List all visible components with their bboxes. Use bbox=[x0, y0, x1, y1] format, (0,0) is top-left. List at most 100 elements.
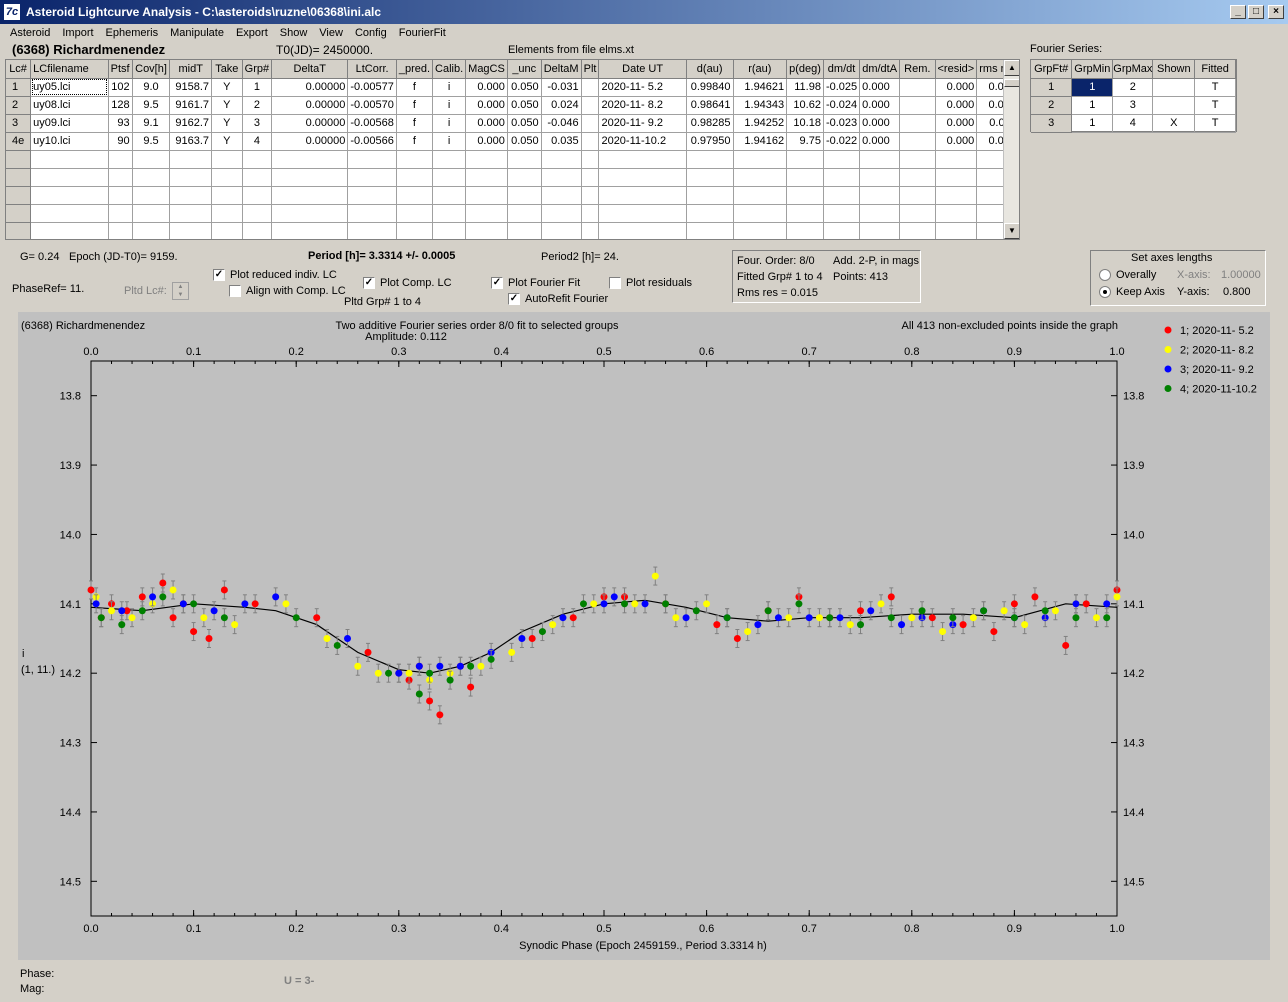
table-cell[interactable]: i bbox=[432, 96, 467, 115]
row-header[interactable] bbox=[6, 168, 32, 187]
table-cell[interactable] bbox=[30, 168, 109, 187]
table-cell[interactable]: 10.62 bbox=[786, 96, 824, 115]
table-cell[interactable]: 0.024 bbox=[541, 96, 582, 115]
table-cell[interactable]: i bbox=[432, 78, 467, 97]
table-row[interactable]: 3 uy09.lci 93 9.1 9162.7 Y 3 0.00000 -0.00568 f i 0… bbox=[6, 114, 1019, 133]
table-cell[interactable] bbox=[686, 168, 734, 187]
fourier-row-header[interactable]: 2 bbox=[1031, 96, 1073, 115]
column-header[interactable]: Date UT bbox=[598, 60, 687, 79]
table-cell[interactable] bbox=[581, 132, 600, 151]
table-cell[interactable] bbox=[465, 168, 508, 187]
row-header[interactable]: 2 bbox=[6, 96, 32, 115]
table-cell[interactable] bbox=[242, 150, 273, 169]
table-cell[interactable] bbox=[733, 168, 788, 187]
keep-axis-radio[interactable]: Keep Axis bbox=[1099, 286, 1165, 299]
table-cell[interactable]: 0.050 bbox=[507, 78, 542, 97]
lightcurve-table[interactable]: Lc# LCfilename Ptsf Cov[h] midT Take Grp# Delta… bbox=[5, 59, 1020, 240]
table-cell[interactable] bbox=[935, 222, 978, 239]
column-header[interactable]: p(deg) bbox=[786, 60, 824, 79]
table-cell[interactable] bbox=[859, 222, 901, 239]
table-cell[interactable]: 0.000 bbox=[465, 96, 508, 115]
row-header[interactable] bbox=[6, 204, 32, 223]
table-cell[interactable] bbox=[211, 204, 243, 223]
table-cell[interactable]: 0.00000 bbox=[271, 78, 349, 97]
table-cell[interactable] bbox=[935, 204, 978, 223]
table-cell[interactable]: 93 bbox=[108, 114, 133, 133]
table-row[interactable] bbox=[6, 222, 1019, 239]
table-cell[interactable] bbox=[396, 204, 434, 223]
table-cell[interactable]: 0.00000 bbox=[271, 114, 349, 133]
overally-radio[interactable]: Overally bbox=[1099, 269, 1156, 282]
table-cell[interactable] bbox=[581, 204, 600, 223]
table-cell[interactable] bbox=[581, 222, 600, 239]
table-cell[interactable]: 9162.7 bbox=[169, 114, 212, 133]
table-cell[interactable]: f bbox=[396, 96, 434, 115]
table-cell[interactable]: 9163.7 bbox=[169, 132, 212, 151]
fourier-row-header[interactable]: 1 bbox=[1031, 78, 1073, 97]
column-header[interactable]: Lc# bbox=[6, 60, 32, 79]
table-cell[interactable] bbox=[686, 222, 734, 239]
table-cell[interactable]: 9.5 bbox=[132, 132, 171, 151]
table-cell[interactable] bbox=[899, 186, 936, 205]
checkbox-checked-icon[interactable]: ✓ bbox=[213, 269, 225, 282]
table-cell[interactable] bbox=[786, 168, 824, 187]
fourier-column-header[interactable]: Fitted bbox=[1194, 60, 1236, 79]
table-cell[interactable] bbox=[899, 132, 936, 151]
table-cell[interactable] bbox=[108, 168, 133, 187]
fourier-cell[interactable]: 1 bbox=[1071, 96, 1114, 115]
table-cell[interactable] bbox=[823, 150, 861, 169]
table-cell[interactable]: -0.025 bbox=[823, 78, 861, 97]
table-cell[interactable]: 11.98 bbox=[786, 78, 824, 97]
table-cell[interactable] bbox=[733, 150, 788, 169]
table-cell[interactable] bbox=[859, 168, 901, 187]
column-header[interactable]: d(au) bbox=[686, 60, 734, 79]
fourier-column-header[interactable]: GrpMax bbox=[1112, 60, 1154, 79]
table-cell[interactable] bbox=[598, 168, 687, 187]
table-cell[interactable]: 0.000 bbox=[935, 96, 978, 115]
row-header[interactable] bbox=[6, 222, 32, 239]
table-cell[interactable] bbox=[581, 186, 600, 205]
plot-reduced-checkbox[interactable]: ✓ Plot reduced indiv. LC bbox=[213, 269, 337, 282]
row-header[interactable] bbox=[6, 150, 32, 169]
table-cell[interactable] bbox=[465, 222, 508, 239]
table-cell[interactable] bbox=[733, 204, 788, 223]
table-cell[interactable] bbox=[581, 114, 600, 133]
table-cell[interactable]: -0.024 bbox=[823, 96, 861, 115]
fourier-cell[interactable]: T bbox=[1194, 78, 1236, 97]
minimize-button[interactable]: _ bbox=[1230, 5, 1246, 19]
table-cell[interactable] bbox=[859, 204, 901, 223]
fourier-row-header[interactable]: 3 bbox=[1031, 114, 1073, 133]
table-cell[interactable] bbox=[541, 222, 582, 239]
table-row[interactable]: 2 uy08.lci 128 9.5 9161.7 Y 2 0.00000 -0.00570 f i… bbox=[6, 96, 1019, 115]
close-button[interactable]: × bbox=[1268, 5, 1284, 19]
scroll-up-icon[interactable]: ▲ bbox=[1004, 60, 1019, 76]
fourier-column-header[interactable]: GrpFt# bbox=[1031, 60, 1073, 79]
column-header[interactable]: DeltaT bbox=[271, 60, 349, 79]
table-cell[interactable] bbox=[581, 78, 600, 97]
table-cell[interactable]: -0.031 bbox=[541, 78, 582, 97]
table-cell[interactable] bbox=[396, 222, 434, 239]
lightcurve-chart[interactable]: 0.0 0.0 0.1 0.1 0.2 0.2 0.3 0.3 0.4 0.4 0.5 0.5 0.6 0… bbox=[18, 312, 1270, 960]
table-cell[interactable]: -0.022 bbox=[823, 132, 861, 151]
table-cell[interactable] bbox=[786, 186, 824, 205]
table-cell[interactable] bbox=[733, 186, 788, 205]
column-header[interactable]: MagCS bbox=[465, 60, 508, 79]
table-cell[interactable] bbox=[541, 168, 582, 187]
table-cell[interactable] bbox=[347, 186, 397, 205]
table-cell[interactable] bbox=[30, 186, 109, 205]
table-cell[interactable] bbox=[465, 150, 508, 169]
fourier-cell[interactable]: 3 bbox=[1112, 96, 1154, 115]
table-cell[interactable] bbox=[432, 150, 467, 169]
table-cell[interactable] bbox=[541, 186, 582, 205]
y-axis-value[interactable]: 0.800 bbox=[1223, 286, 1251, 298]
table-cell[interactable]: 2020-11- 8.2 bbox=[598, 96, 687, 115]
table-cell[interactable] bbox=[581, 96, 600, 115]
table-cell[interactable] bbox=[935, 168, 978, 187]
table-cell[interactable]: 9161.7 bbox=[169, 96, 212, 115]
x-axis-value[interactable]: 1.00000 bbox=[1221, 269, 1261, 281]
row-header[interactable]: 3 bbox=[6, 114, 32, 133]
